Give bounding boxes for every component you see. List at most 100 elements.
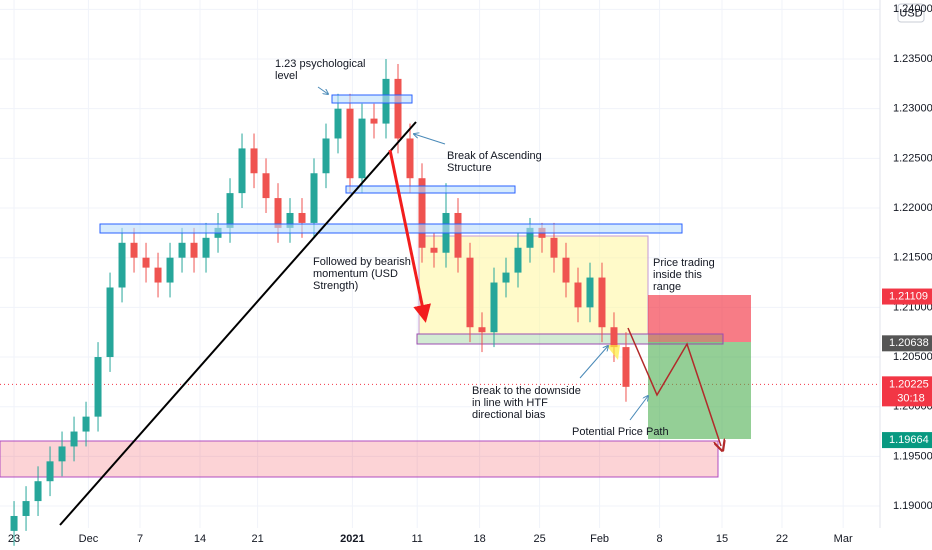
pointer — [317, 86, 328, 94]
y-tick-label: 1.22000 — [893, 202, 932, 214]
candle-body — [106, 287, 114, 358]
candle-body — [502, 272, 510, 283]
x-tick-label: 23 — [8, 533, 20, 545]
price-label: 1.21109 — [889, 290, 928, 302]
candle-body — [514, 247, 522, 273]
annotation: in line with HTF — [472, 397, 548, 409]
y-tick-label: 1.21500 — [893, 252, 932, 264]
candle-body — [610, 327, 618, 348]
currency: USD — [899, 7, 922, 19]
x-tick-label: 8 — [657, 533, 663, 545]
x-tick-label: 18 — [473, 533, 485, 545]
candle-body — [478, 327, 486, 333]
y-tick-label: 1.22500 — [893, 152, 932, 164]
price-path — [627, 327, 721, 446]
candle-body — [574, 282, 582, 308]
candle-body — [226, 193, 234, 228]
price-label: 1.19664 — [889, 434, 929, 446]
y-tick-label: 1.24000 — [893, 3, 932, 15]
y-tick-label: 1.23500 — [893, 53, 932, 65]
price-badge — [882, 376, 932, 407]
pointer — [414, 134, 446, 145]
candle-body — [454, 212, 462, 258]
candle-body — [490, 282, 498, 333]
grid — [0, 0, 880, 528]
candle-body — [166, 257, 174, 283]
candle-body — [394, 78, 402, 139]
candle-body — [130, 242, 138, 258]
annotation: level — [275, 70, 298, 82]
candle-body — [298, 212, 306, 223]
x-tick-label: 22 — [776, 533, 788, 545]
trendline — [59, 121, 417, 526]
y-tick-label: 1.20500 — [893, 351, 932, 363]
x-tick-label: 2021 — [340, 533, 364, 545]
candle-body — [154, 267, 162, 283]
candle-body — [34, 481, 42, 502]
price-label: 1.20225 — [889, 378, 929, 390]
y-tick-label: 1.23000 — [893, 103, 932, 115]
candle-body — [370, 118, 378, 124]
annotation: Potential Price Path — [572, 426, 669, 438]
candle-body — [286, 212, 294, 228]
annotation: Price trading — [653, 257, 715, 269]
annotation: range — [653, 281, 681, 293]
currency-badge — [897, 3, 925, 23]
resistance-zone — [345, 185, 516, 194]
candle-body — [430, 247, 438, 253]
countdown: 30:18 — [897, 392, 925, 404]
candle-body — [190, 242, 198, 258]
price-label: 1.20638 — [889, 337, 929, 349]
candle-body — [406, 138, 414, 179]
candle-body — [178, 242, 186, 258]
candle-body — [238, 148, 246, 194]
demand-zone — [0, 440, 719, 478]
x-tick-label: 21 — [251, 533, 263, 545]
annotation: Followed by bearish — [313, 256, 411, 268]
candle-body — [22, 501, 30, 516]
drawings-overlay — [59, 86, 721, 526]
annotation: directional bias — [472, 409, 546, 421]
candle-body — [70, 431, 78, 447]
candle-body — [262, 173, 270, 199]
y-tick-label: 1.19500 — [893, 450, 932, 462]
candle-body — [94, 357, 102, 417]
candle-body — [46, 461, 54, 482]
x-tick-label: Mar — [834, 533, 853, 545]
x-tick-label: 7 — [137, 533, 143, 545]
candle-body — [58, 446, 66, 462]
candle-body — [310, 173, 318, 223]
candle-body — [10, 515, 18, 531]
candle-body — [598, 277, 606, 328]
axis-background — [880, 0, 932, 550]
annotation: Break of Ascending — [447, 150, 542, 162]
support-zone — [416, 333, 724, 345]
candle-body — [250, 148, 258, 174]
candle-body — [334, 108, 342, 139]
highlight — [606, 345, 620, 360]
annotation: Structure — [447, 162, 492, 174]
x-tick-label: Feb — [590, 533, 609, 545]
target-zone — [648, 342, 751, 439]
candle-body — [418, 178, 426, 248]
price-badge — [882, 288, 932, 305]
candle-body — [322, 138, 330, 174]
candle-body — [118, 242, 126, 288]
annotation: Break to the downside — [472, 385, 581, 397]
candle-body — [466, 257, 474, 328]
candle-body — [142, 257, 150, 268]
candle-body — [82, 416, 90, 432]
candle-body — [526, 227, 534, 248]
price-badge — [882, 432, 932, 449]
price-axis: USD 1.190001.195001.200001.205001.210001… — [879, 0, 932, 550]
annotation: Strength) — [313, 280, 358, 292]
x-tick-label: 25 — [533, 533, 545, 545]
momentum-arrow — [388, 149, 431, 323]
candle-body — [274, 198, 282, 228]
price-badge — [882, 335, 932, 352]
candle-body — [358, 118, 366, 179]
annotation: inside this — [653, 269, 702, 281]
candle-body — [562, 257, 570, 283]
